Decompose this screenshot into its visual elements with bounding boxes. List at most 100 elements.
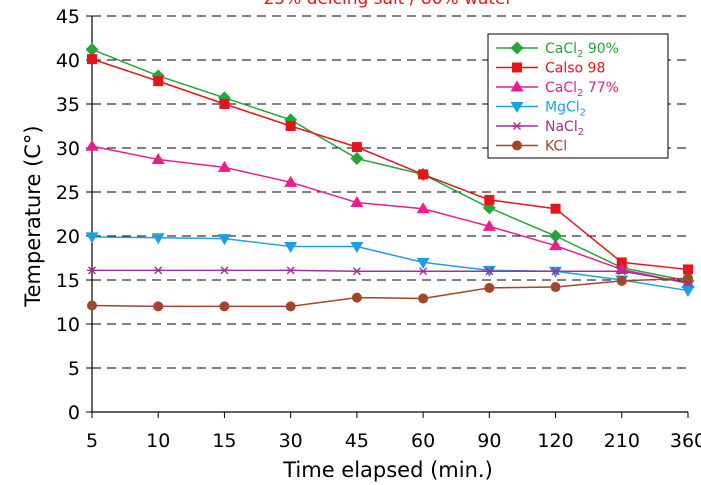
legend-label: Calso 98 bbox=[545, 61, 605, 77]
legend-label-tail: 77% bbox=[583, 80, 619, 96]
data-point bbox=[87, 54, 97, 65]
legend-label: CaCl2 90% bbox=[545, 41, 619, 60]
data-point bbox=[217, 234, 231, 246]
legend-label-tail: 90% bbox=[583, 41, 619, 57]
legend-item: MgCl2 bbox=[496, 100, 586, 119]
series-mgcl2 bbox=[85, 232, 695, 298]
legend-item: NaCl2 bbox=[496, 119, 584, 138]
data-point bbox=[550, 282, 561, 293]
series-cacl2-77- bbox=[85, 139, 695, 289]
data-point bbox=[418, 293, 429, 304]
series-line bbox=[91, 236, 689, 292]
legend-item: CaCl2 77% bbox=[496, 80, 619, 99]
series-line bbox=[91, 145, 689, 285]
legend-label-main: CaCl bbox=[545, 41, 577, 57]
data-point bbox=[549, 229, 563, 243]
legend-marker bbox=[510, 102, 524, 113]
legend-item: Calso 98 bbox=[496, 61, 605, 77]
data-point bbox=[153, 301, 164, 312]
y-tick-label: 30 bbox=[56, 138, 80, 160]
y-tick-label: 15 bbox=[56, 270, 80, 292]
legend-item: KCl bbox=[496, 139, 567, 155]
data-point bbox=[284, 175, 298, 187]
data-point bbox=[153, 76, 164, 87]
data-point bbox=[284, 242, 298, 254]
data-point bbox=[484, 282, 495, 293]
x-tick-label: 30 bbox=[279, 430, 303, 452]
series-line bbox=[91, 58, 689, 271]
legend-marker bbox=[512, 62, 522, 73]
y-tick-label: 45 bbox=[56, 6, 80, 28]
data-point bbox=[219, 266, 230, 275]
legend-label: KCl bbox=[545, 139, 567, 155]
data-point bbox=[85, 42, 99, 56]
legend-label-subscript: 2 bbox=[580, 108, 586, 119]
data-point bbox=[217, 160, 231, 172]
data-point bbox=[549, 266, 563, 278]
legend-label-subscript: 2 bbox=[577, 49, 583, 60]
data-point bbox=[285, 301, 296, 312]
chart-title: 25% deicing salt / 80% water bbox=[263, 0, 512, 9]
series-line bbox=[91, 48, 689, 282]
legend-label-subscript: 2 bbox=[578, 127, 584, 138]
data-point bbox=[418, 169, 429, 180]
legend-label-main: Calso 98 bbox=[545, 61, 605, 77]
data-point bbox=[85, 139, 99, 151]
legend-label-main: NaCl bbox=[545, 119, 578, 135]
y-tick-label: 10 bbox=[56, 314, 80, 336]
data-point bbox=[350, 152, 364, 166]
data-point bbox=[616, 267, 627, 276]
legend-label: CaCl2 77% bbox=[545, 80, 619, 99]
data-point bbox=[484, 267, 495, 276]
x-tick-label: 45 bbox=[345, 430, 369, 452]
x-tick-label: 360 bbox=[670, 430, 701, 452]
data-point bbox=[219, 301, 230, 312]
legend-label-subscript: 2 bbox=[577, 88, 583, 99]
legend-label: MgCl2 bbox=[545, 100, 586, 119]
y-tick-label: 0 bbox=[68, 402, 80, 424]
y-tick-label: 20 bbox=[56, 226, 80, 248]
data-point bbox=[351, 267, 362, 276]
data-point bbox=[351, 142, 362, 153]
x-tick-label: 15 bbox=[212, 430, 236, 452]
y-tick-labels: 0 5 10 15 20 25 30 35 40 45 bbox=[56, 6, 80, 424]
data-point bbox=[87, 300, 97, 311]
series-calso-98 bbox=[87, 54, 693, 275]
series-line bbox=[92, 269, 689, 284]
legend-label: NaCl2 bbox=[545, 119, 584, 138]
data-point bbox=[285, 121, 296, 131]
data-point bbox=[550, 267, 561, 276]
x-tick-label: 10 bbox=[146, 430, 170, 452]
data-point bbox=[484, 194, 495, 205]
data-point bbox=[683, 273, 693, 284]
x-tick-labels: 5 10 15 30 45 60 90 120 210 360 bbox=[86, 430, 701, 452]
data-point bbox=[219, 99, 230, 109]
data-point bbox=[151, 233, 165, 245]
series-kcl bbox=[87, 273, 693, 312]
x-tick-label: 210 bbox=[604, 430, 640, 452]
x-tick-label: 60 bbox=[411, 430, 435, 452]
legend-marker bbox=[512, 122, 522, 130]
data-point bbox=[683, 264, 693, 275]
y-axis-title: Temperature (C°) bbox=[21, 125, 45, 307]
y-tick-label: 25 bbox=[56, 182, 80, 204]
series-line bbox=[91, 277, 689, 308]
data-point bbox=[416, 202, 430, 214]
legend-marker bbox=[510, 41, 524, 55]
data-point bbox=[153, 266, 164, 275]
data-point bbox=[285, 266, 296, 275]
data-point bbox=[87, 266, 97, 275]
data-point bbox=[616, 275, 627, 286]
data-point bbox=[350, 242, 364, 254]
data-point bbox=[418, 267, 429, 276]
data-point bbox=[482, 219, 496, 231]
legend-label-main: CaCl bbox=[545, 80, 577, 96]
data-point bbox=[351, 292, 362, 303]
legend-box bbox=[487, 33, 669, 159]
data-point bbox=[549, 239, 563, 251]
legend-label-main: KCl bbox=[545, 139, 567, 155]
y-tick-label: 40 bbox=[56, 50, 80, 72]
